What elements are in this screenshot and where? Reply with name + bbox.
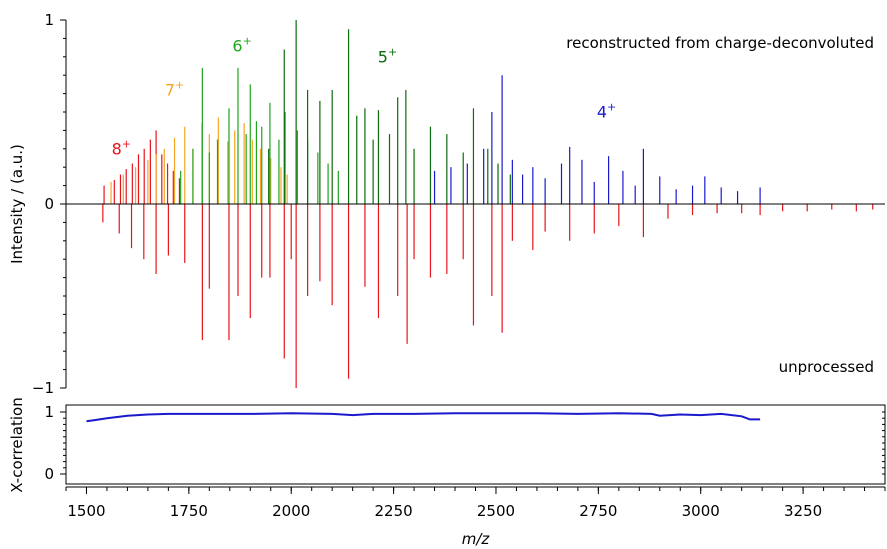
y-tick-label: −1 <box>32 379 54 397</box>
x-tick-label: 2750 <box>579 502 617 520</box>
corr-tick-label: 1 <box>44 403 54 421</box>
correlation-line <box>86 412 761 423</box>
y-axis-label-intensity: Intensity / (a.u.) <box>8 144 26 264</box>
x-tick-label: 1750 <box>170 502 208 520</box>
correlation-y-ticks: 10 <box>44 403 885 483</box>
correlation-frame <box>65 404 886 485</box>
x-tick-label: 1500 <box>67 502 105 520</box>
annotation-reconstructed: reconstructed from charge-deconvoluted <box>566 34 874 52</box>
charge-sign: + <box>175 78 184 91</box>
correlation-panel: 10 X-correlation <box>8 397 886 493</box>
annotation-unprocessed: unprocessed <box>779 358 874 376</box>
x-tick-label: 3250 <box>784 502 822 520</box>
charge-sign: + <box>388 45 397 58</box>
charge-sign: + <box>122 137 131 150</box>
x-axis-label-mz: m/z <box>462 530 491 548</box>
x-tick-label: 2250 <box>375 502 413 520</box>
spectrum-bars <box>102 20 874 388</box>
x-tick-label: 3000 <box>682 502 720 520</box>
y-tick-label: 0 <box>44 195 54 213</box>
x-tick-label: 2500 <box>477 502 515 520</box>
charge-sign: + <box>243 34 252 47</box>
y-axis-label-xcorrelation: X-correlation <box>8 397 26 492</box>
y-tick-label: 1 <box>44 11 54 29</box>
charge-sign: + <box>607 101 616 114</box>
x-axis: 1500 1750 2000 2250 2500 2750 3000 3250 m/z <box>65 486 886 548</box>
corr-tick-label: 0 <box>44 465 54 483</box>
x-axis-ticks: 1500 1750 2000 2250 2500 2750 3000 3250 <box>65 487 886 520</box>
spectrum-panel: 1 0 −1 reconstructed from charge-deconvolu… <box>8 11 885 397</box>
x-tick-label: 2000 <box>272 502 310 520</box>
spectrum-y-ticks: 1 0 −1 <box>32 11 66 397</box>
